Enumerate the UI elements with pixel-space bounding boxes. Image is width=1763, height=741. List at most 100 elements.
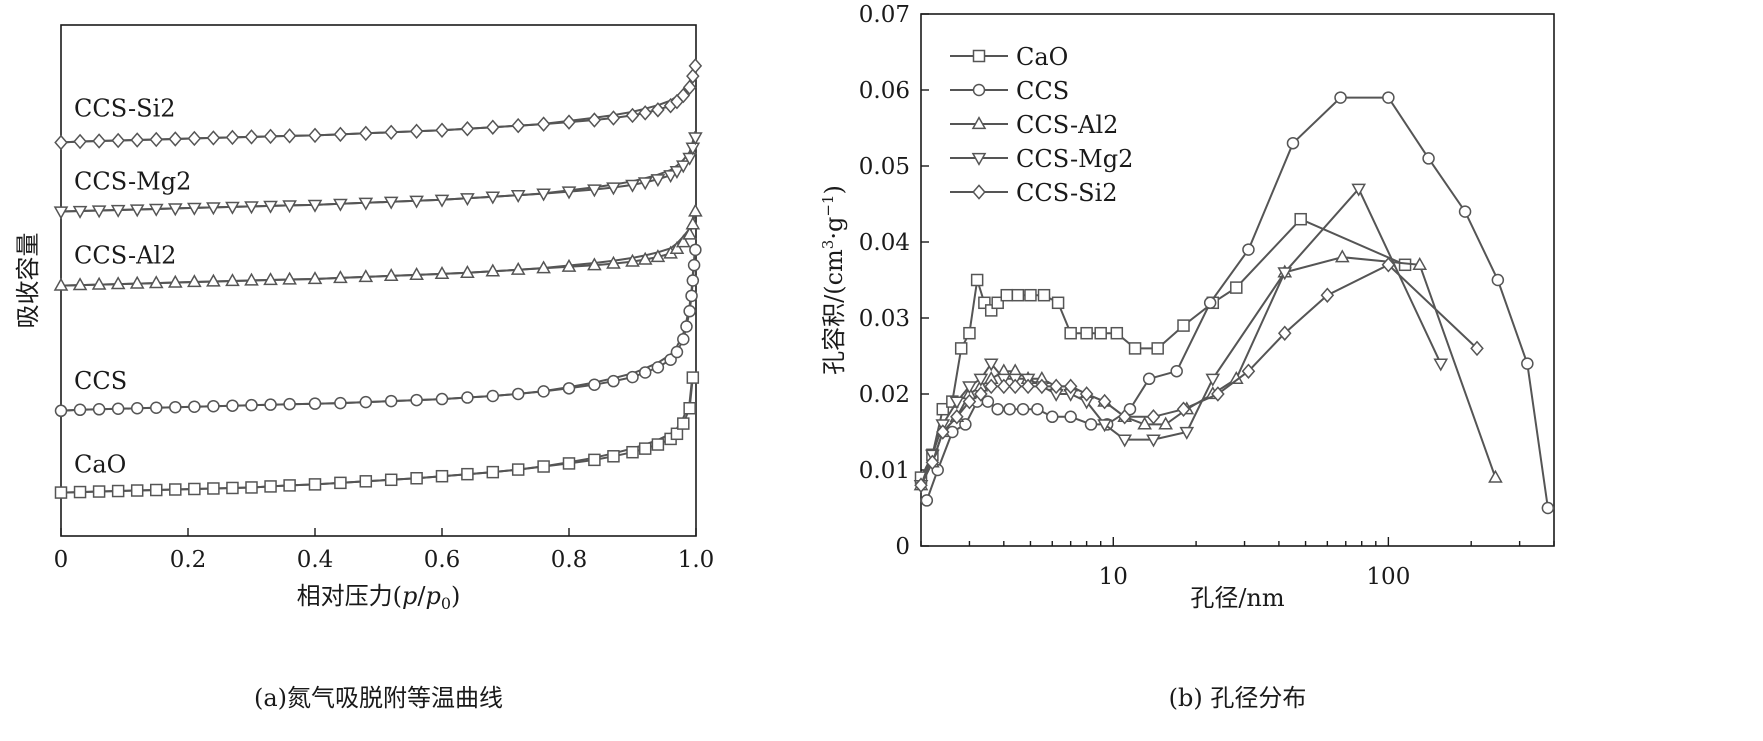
chart-a-point-ccs-mg2 bbox=[225, 201, 240, 215]
chart-b-point-ccs bbox=[1142, 372, 1156, 386]
chart-a-point-ccs-mg2 bbox=[650, 174, 666, 188]
chart-a-point-ccs-si2 bbox=[130, 132, 144, 148]
chart-a-point-ccs-si2 bbox=[625, 107, 640, 124]
chart-a-point-ccs bbox=[245, 398, 258, 412]
chart-a-point-cao bbox=[435, 469, 449, 483]
chart-a-line-cao bbox=[60, 377, 694, 494]
chart-a-point-ccs-si2 bbox=[435, 122, 449, 139]
chart-b-point-ccs-si2 bbox=[962, 393, 977, 410]
chart-b-point-ccs-si2 bbox=[914, 477, 928, 493]
chart-a-point-ccs-mg2 bbox=[72, 205, 88, 219]
chart-b-y-tick-label: 0.06 bbox=[859, 78, 910, 104]
chart-a-point-ccs bbox=[169, 400, 182, 414]
chart-a-point-ccs-si2 bbox=[54, 134, 68, 151]
chart-b-legend-label-cao: CaO bbox=[1016, 43, 1068, 71]
chart-b-point-ccs-si2 bbox=[936, 424, 950, 440]
chart-b-point-cao bbox=[963, 326, 976, 340]
chart-a-x-tick-label: 0.2 bbox=[170, 547, 207, 573]
chart-a-point-ccs bbox=[283, 397, 296, 411]
chart-a-point-ccs-si2 bbox=[168, 131, 183, 147]
chart-b-point-ccs-si2 bbox=[1008, 378, 1022, 395]
chart-a-point-cao bbox=[651, 438, 665, 451]
chart-b-point-cao bbox=[1000, 288, 1014, 302]
chart-b-series-cao bbox=[914, 212, 1412, 484]
chart-b-point-ccs-mg2 bbox=[973, 373, 989, 387]
chart-a-point-cao bbox=[54, 486, 68, 499]
chart-b-point-ccs bbox=[1422, 152, 1435, 165]
chart-a-point-ccs-si2 bbox=[511, 117, 525, 134]
chart-b-point-cao bbox=[1094, 326, 1107, 340]
chart-b-point-ccs bbox=[981, 395, 995, 408]
chart-b-y-axis-title-part: −1 bbox=[819, 195, 837, 217]
chart-a-point-ccs-mg2 bbox=[510, 190, 526, 204]
chart-a-point-ccs-al2 bbox=[434, 266, 450, 280]
chart-b-point-cao bbox=[1230, 281, 1243, 294]
chart-a-point-cao bbox=[511, 463, 525, 476]
chart-b-series-ccs-al2 bbox=[913, 249, 1503, 491]
chart-a-point-cao bbox=[670, 427, 684, 441]
chart-b-point-ccs bbox=[1046, 410, 1059, 424]
chart-a-point-ccs-al2 bbox=[669, 240, 685, 254]
chart-a-point-ccs-al2 bbox=[91, 276, 107, 290]
chart-b-point-ccs-mg2 bbox=[1146, 434, 1161, 448]
chart-b-point-ccs-mg2 bbox=[1097, 419, 1112, 433]
chart-b-point-ccs bbox=[1458, 205, 1472, 218]
chart-b-point-cao bbox=[1024, 288, 1037, 302]
chart-a-point-ccs-mg2 bbox=[663, 170, 678, 184]
chart-a-point-cao bbox=[461, 467, 474, 481]
chart-b-y-tick-label: 0.05 bbox=[859, 154, 910, 180]
chart-a-point-ccs-al2 bbox=[561, 258, 577, 272]
chart-a-point-ccs-si2 bbox=[111, 132, 125, 149]
chart-a-point-ccs-si2 bbox=[638, 105, 652, 121]
chart-b-y-axis-title-part: ) bbox=[820, 185, 848, 194]
chart-a-point-ccs-al2 bbox=[110, 276, 126, 290]
chart-b-point-cao bbox=[936, 402, 950, 416]
chart-b-point-cao bbox=[1177, 319, 1190, 332]
chart-b-point-ccs-mg2 bbox=[962, 381, 977, 395]
chart-a-point-ccs-al2 bbox=[650, 249, 666, 263]
chart-a-point-ccs-mg2 bbox=[148, 203, 164, 217]
chart-a-caption: (a)氮气吸脱附等温曲线 bbox=[254, 684, 503, 712]
chart-a-point-ccs-si2 bbox=[359, 125, 373, 142]
chart-a-point-ccs bbox=[188, 400, 201, 413]
chart-a-point-cao bbox=[677, 417, 690, 430]
chart-a-point-cao bbox=[92, 485, 106, 498]
chart-a-point-cao bbox=[169, 483, 182, 496]
chart-b-point-ccs bbox=[1064, 410, 1077, 424]
chart-b-point-ccs-si2 bbox=[925, 454, 940, 471]
chart-b-point-ccs-mg2 bbox=[1351, 183, 1367, 197]
chart-a-point-ccs bbox=[359, 395, 373, 409]
chart-a-point-ccs-al2 bbox=[606, 255, 621, 269]
chart-b-point-ccs-si2 bbox=[997, 378, 1011, 395]
chart-a-point-cao bbox=[111, 484, 125, 498]
chart-b-point-ccs-mg2 bbox=[1205, 373, 1221, 387]
chart-a-point-ccs bbox=[226, 399, 239, 412]
chart-b-legend-label-ccs: CCS bbox=[1016, 77, 1069, 105]
chart-a-point-ccs bbox=[687, 258, 701, 272]
chart-a-point-ccs-si2 bbox=[688, 58, 703, 74]
chart-a-point-ccs-mg2 bbox=[187, 202, 202, 216]
chart-a-point-ccs-si2 bbox=[536, 116, 551, 132]
chart-a-x-tick-label: 1.0 bbox=[678, 547, 715, 573]
chart-b-point-cao bbox=[1011, 288, 1025, 302]
chart-b-point-ccs bbox=[1084, 418, 1098, 431]
chart-a-point-ccs bbox=[111, 402, 125, 416]
chart-b-point-ccs-si2 bbox=[1211, 386, 1225, 402]
chart-a-point-ccs-mg2 bbox=[263, 200, 278, 214]
chart-a-point-ccs-mg2 bbox=[307, 199, 323, 213]
chart-a-point-ccs bbox=[73, 403, 87, 417]
chart-b-point-ccs-si2 bbox=[1035, 378, 1049, 395]
chart-a-desorption-line-cao bbox=[60, 371, 694, 494]
chart-b-x-tick-label: 10 bbox=[1099, 564, 1128, 590]
chart-b-point-cao bbox=[1128, 342, 1142, 355]
chart-b-point-ccs bbox=[1123, 402, 1137, 416]
chart-a-point-ccs-al2 bbox=[637, 251, 653, 265]
chart-b-x-tick-label: 100 bbox=[1366, 564, 1410, 590]
chart-a-point-ccs-si2 bbox=[676, 87, 691, 104]
chart-b-legend-label-ccs-mg2: CCS-Mg2 bbox=[1016, 145, 1133, 173]
chart-b-point-cao bbox=[1080, 326, 1093, 340]
chart-a-series-label-ccs-al2: CCS-Al2 bbox=[74, 242, 176, 270]
chart-a-point-cao bbox=[410, 472, 423, 485]
chart-a-series-ccs-mg2 bbox=[53, 131, 703, 220]
chart-b-legend-marker-ccs-mg2 bbox=[971, 152, 987, 166]
